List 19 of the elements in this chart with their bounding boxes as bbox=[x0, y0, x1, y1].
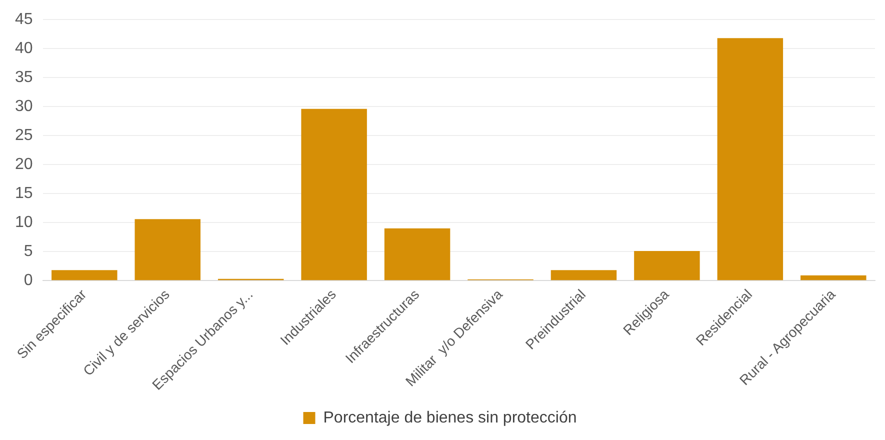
y-tick-label: 15 bbox=[15, 184, 33, 202]
y-tick-label: 30 bbox=[15, 98, 33, 115]
bar bbox=[717, 38, 784, 280]
y-tick-label: 0 bbox=[24, 272, 33, 289]
y-tick-label: 20 bbox=[15, 156, 33, 173]
y-tick-label: 45 bbox=[15, 11, 33, 28]
bar bbox=[800, 275, 866, 280]
bar bbox=[384, 228, 450, 280]
bar bbox=[634, 250, 700, 280]
bar bbox=[550, 270, 617, 280]
bar bbox=[52, 270, 118, 280]
y-tick-label: 5 bbox=[24, 242, 33, 260]
bar bbox=[134, 219, 200, 280]
y-tick-label: 25 bbox=[15, 126, 33, 144]
y-tick-label: 40 bbox=[15, 40, 33, 58]
legend-label: Porcentaje de bienes sin protección bbox=[323, 409, 577, 426]
y-tick-label: 10 bbox=[15, 214, 33, 231]
bar bbox=[301, 108, 367, 280]
y-tick-label: 35 bbox=[15, 69, 33, 86]
